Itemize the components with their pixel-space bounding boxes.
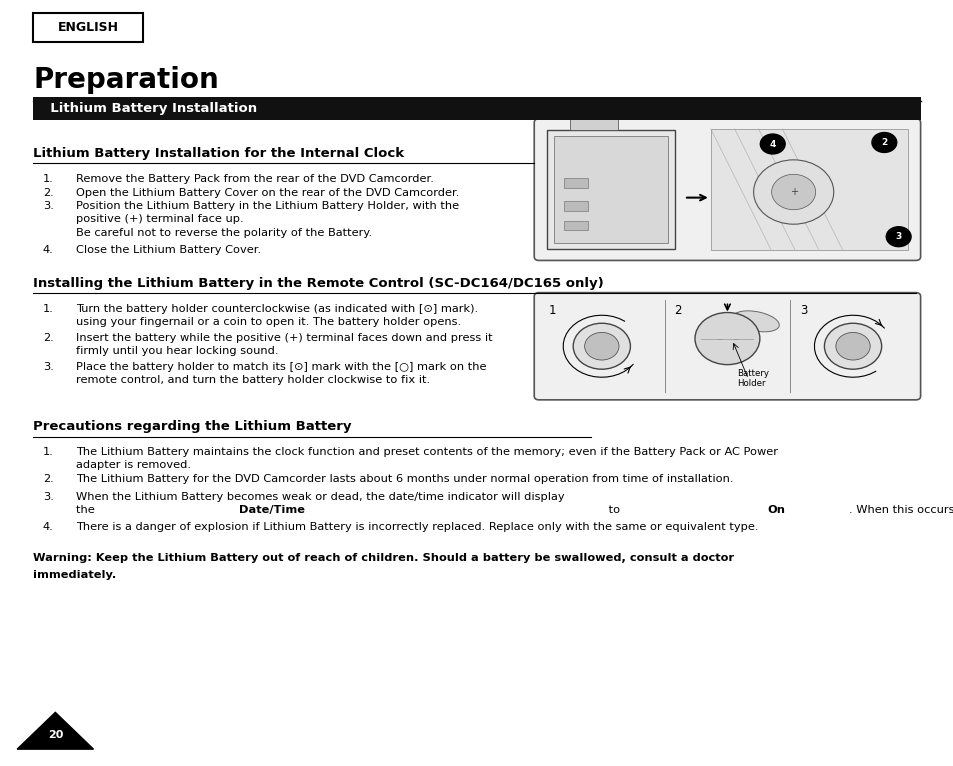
Text: Close the Lithium Battery Cover.: Close the Lithium Battery Cover. [76, 245, 261, 255]
Circle shape [760, 134, 784, 154]
Bar [33, 13, 143, 42]
Text: the: the [76, 505, 98, 515]
Bar [563, 201, 587, 211]
Text: to: to [604, 505, 623, 515]
Text: +: + [789, 187, 797, 197]
FancyBboxPatch shape [534, 293, 920, 400]
Bar [546, 130, 675, 249]
Bar [570, 116, 618, 130]
Text: 1.: 1. [43, 174, 53, 184]
Text: Turn the battery holder counterclockwise (as indicated with [⊙] mark).: Turn the battery holder counterclockwise… [76, 304, 478, 314]
Bar [710, 129, 907, 250]
Text: remote control, and turn the battery holder clockwise to fix it.: remote control, and turn the battery hol… [76, 375, 430, 385]
Circle shape [753, 160, 833, 224]
FancyBboxPatch shape [534, 119, 920, 260]
Text: 20: 20 [48, 730, 63, 740]
Text: Remove the Battery Pack from the rear of the DVD Camcorder.: Remove the Battery Pack from the rear of… [76, 174, 434, 184]
Text: There is a danger of explosion if Lithium Battery is incorrectly replaced. Repla: There is a danger of explosion if Lithiu… [76, 522, 758, 532]
Text: using your fingernail or a coin to open it. The battery holder opens.: using your fingernail or a coin to open … [76, 317, 461, 327]
Text: Preparation: Preparation [33, 67, 219, 94]
Text: firmly until you hear locking sound.: firmly until you hear locking sound. [76, 346, 278, 356]
Text: Open the Lithium Battery Cover on the rear of the DVD Camcorder.: Open the Lithium Battery Cover on the re… [76, 188, 459, 198]
Text: The Lithium Battery for the DVD Camcorder lasts about 6 months under normal oper: The Lithium Battery for the DVD Camcorde… [76, 474, 733, 484]
Text: When the Lithium Battery becomes weak or dead, the date/time indicator will disp: When the Lithium Battery becomes weak or… [76, 492, 568, 502]
Text: positive (+) terminal face up.: positive (+) terminal face up. [76, 214, 244, 224]
Text: . When this occurs, replace the Lithium Battery with a new one (type CR2025).: . When this occurs, replace the Lithium … [848, 505, 953, 515]
Circle shape [835, 332, 869, 360]
Text: 2: 2 [881, 138, 886, 147]
Text: Position the Lithium Battery in the Lithium Battery Holder, with the: Position the Lithium Battery in the Lith… [76, 201, 459, 211]
Text: Battery
Holder: Battery Holder [736, 369, 768, 388]
Text: Lithium Battery Installation for the Internal Clock: Lithium Battery Installation for the Int… [33, 147, 404, 159]
Circle shape [584, 332, 618, 360]
Text: immediately.: immediately. [33, 570, 116, 580]
Polygon shape [17, 712, 93, 749]
Text: 2.: 2. [43, 188, 53, 198]
Text: 2: 2 [674, 304, 681, 317]
Text: 1.: 1. [43, 304, 53, 314]
Text: ENGLISH: ENGLISH [58, 21, 118, 34]
Text: 2.: 2. [43, 333, 53, 343]
Text: 1: 1 [548, 304, 556, 317]
Bar [33, 97, 920, 120]
Text: Precautions regarding the Lithium Battery: Precautions regarding the Lithium Batter… [33, 421, 352, 433]
Circle shape [823, 323, 881, 369]
Text: Warning: Keep the Lithium Battery out of reach of children. Should a battery be : Warning: Keep the Lithium Battery out of… [33, 553, 734, 563]
Text: 3.: 3. [43, 362, 53, 372]
Text: 3: 3 [799, 304, 806, 317]
Text: 4: 4 [769, 139, 775, 149]
Bar [554, 136, 667, 243]
Text: 4.: 4. [43, 522, 53, 532]
Circle shape [573, 323, 630, 369]
Text: Lithium Battery Installation: Lithium Battery Installation [41, 103, 257, 115]
Bar [563, 221, 587, 230]
Text: adapter is removed.: adapter is removed. [76, 460, 192, 470]
Text: 2.: 2. [43, 474, 53, 484]
Text: Place the battery holder to match its [⊙] mark with the [○] mark on the: Place the battery holder to match its [⊙… [76, 362, 486, 372]
Text: Be careful not to reverse the polarity of the Battery.: Be careful not to reverse the polarity o… [76, 228, 372, 237]
Circle shape [871, 133, 896, 152]
Text: Insert the battery while the positive (+) terminal faces down and press it: Insert the battery while the positive (+… [76, 333, 493, 343]
Ellipse shape [732, 311, 779, 332]
Text: 1.: 1. [43, 447, 53, 457]
Text: The Lithium Battery maintains the clock function and preset contents of the memo: The Lithium Battery maintains the clock … [76, 447, 778, 457]
Text: 3.: 3. [43, 201, 53, 211]
Text: On: On [767, 505, 785, 515]
Circle shape [771, 175, 815, 210]
Text: 3.: 3. [43, 492, 53, 502]
Circle shape [885, 227, 910, 247]
Text: Installing the Lithium Battery in the Remote Control (SC-DC164/DC165 only): Installing the Lithium Battery in the Re… [33, 277, 603, 290]
Circle shape [694, 313, 759, 365]
Text: 3: 3 [895, 232, 901, 241]
Text: Date/Time: Date/Time [239, 505, 305, 515]
Bar [563, 178, 587, 188]
Text: 4.: 4. [43, 245, 53, 255]
